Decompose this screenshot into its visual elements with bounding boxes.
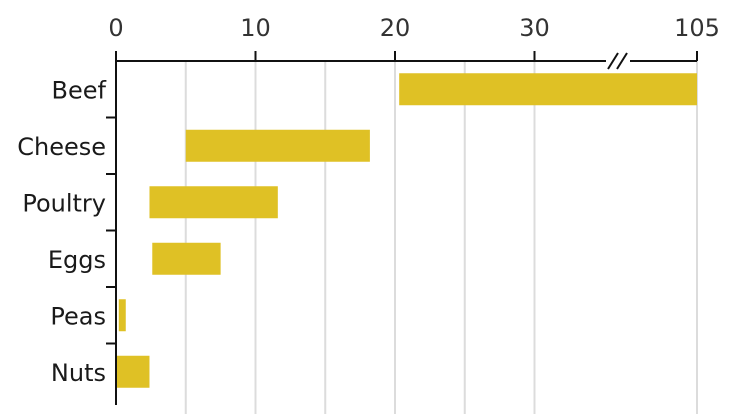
category-label-peas: Peas — [50, 302, 106, 330]
bar-peas — [118, 299, 126, 332]
axis-layer — [106, 51, 698, 405]
bar-poultry — [149, 186, 278, 219]
category-label-beef: Beef — [52, 76, 107, 104]
grid-layer — [184, 61, 698, 414]
x-tick-label-0: 0 — [108, 14, 123, 42]
category-label-eggs: Eggs — [48, 246, 106, 274]
bar-nuts — [116, 355, 150, 388]
x-tick-label-105: 105 — [674, 14, 720, 42]
x-tick-label-10: 10 — [240, 14, 271, 42]
category-label-nuts: Nuts — [51, 359, 106, 387]
category-label-poultry: Poultry — [22, 189, 106, 217]
x-tick-label-20: 20 — [380, 14, 411, 42]
x-tick-label-30: 30 — [519, 14, 550, 42]
label-layer: Beef Cheese Poultry Eggs Peas Nuts 0 10 20 30 105 — [17, 14, 720, 387]
bar-layer — [116, 73, 697, 388]
axis-break-mark — [607, 52, 628, 70]
bar-eggs — [152, 242, 221, 275]
bar-cheese — [185, 129, 370, 162]
category-label-cheese: Cheese — [17, 133, 106, 161]
bar-beef — [399, 73, 697, 106]
